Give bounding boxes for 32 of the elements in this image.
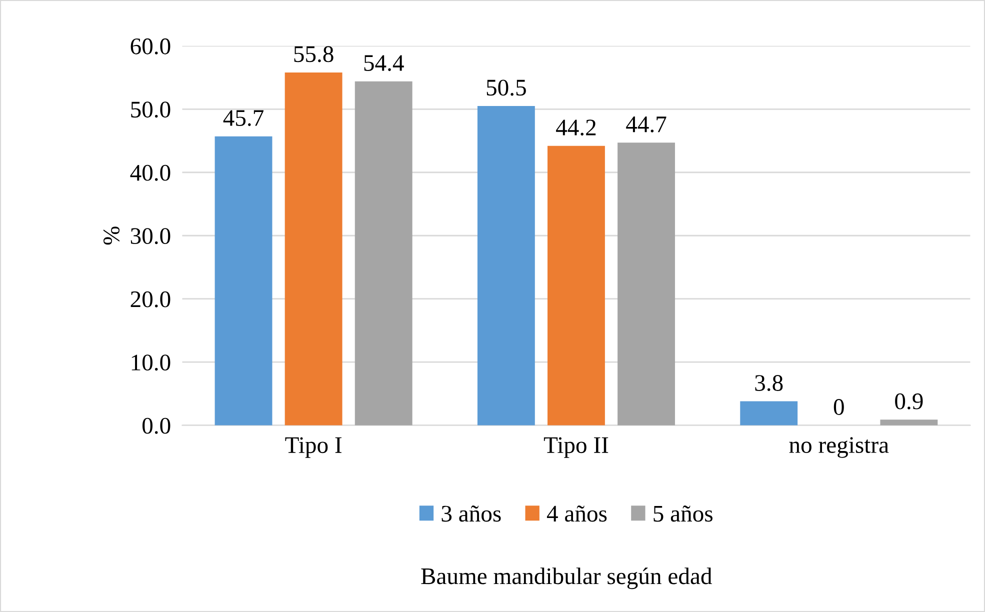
data-label: 44.2 xyxy=(556,120,596,136)
legend-label: 3 años xyxy=(442,506,501,522)
data-label: 3.8 xyxy=(755,375,783,392)
legend-label: 4 años xyxy=(546,506,607,522)
data-label: 55.8 xyxy=(294,46,334,62)
y-tick-label: 50.0 xyxy=(131,102,170,118)
data-label: 45.7 xyxy=(223,110,264,126)
bar xyxy=(880,420,938,426)
bar xyxy=(354,81,412,426)
bar xyxy=(284,72,342,426)
y-tick-label: 20.0 xyxy=(130,291,170,308)
y-tick-label: 30.0 xyxy=(130,228,170,244)
bar xyxy=(740,401,798,426)
x-tick-label: no registra xyxy=(789,437,889,458)
y-tick-label: 40.0 xyxy=(130,164,170,181)
data-label: 0 xyxy=(834,399,844,415)
x-tick-label: Tipo II xyxy=(544,437,608,458)
data-label: 0.9 xyxy=(895,393,923,410)
data-label: 50.5 xyxy=(486,80,526,96)
bar xyxy=(548,146,605,426)
y-tick-label: 10.0 xyxy=(132,354,170,371)
data-label: 44.7 xyxy=(626,116,666,132)
data-label: 54.4 xyxy=(364,55,404,72)
bar xyxy=(618,142,675,426)
bar xyxy=(214,136,272,426)
x-axis-title: Baume mandibular según edad xyxy=(421,568,712,590)
x-tick-label: Tipo I xyxy=(285,437,342,458)
y-tick-label: 0.0 xyxy=(142,418,170,434)
bar xyxy=(477,106,535,426)
legend-label: 5 años xyxy=(654,506,712,522)
y-tick-label: 60.0 xyxy=(130,38,170,54)
y-axis-title: % xyxy=(104,226,120,245)
